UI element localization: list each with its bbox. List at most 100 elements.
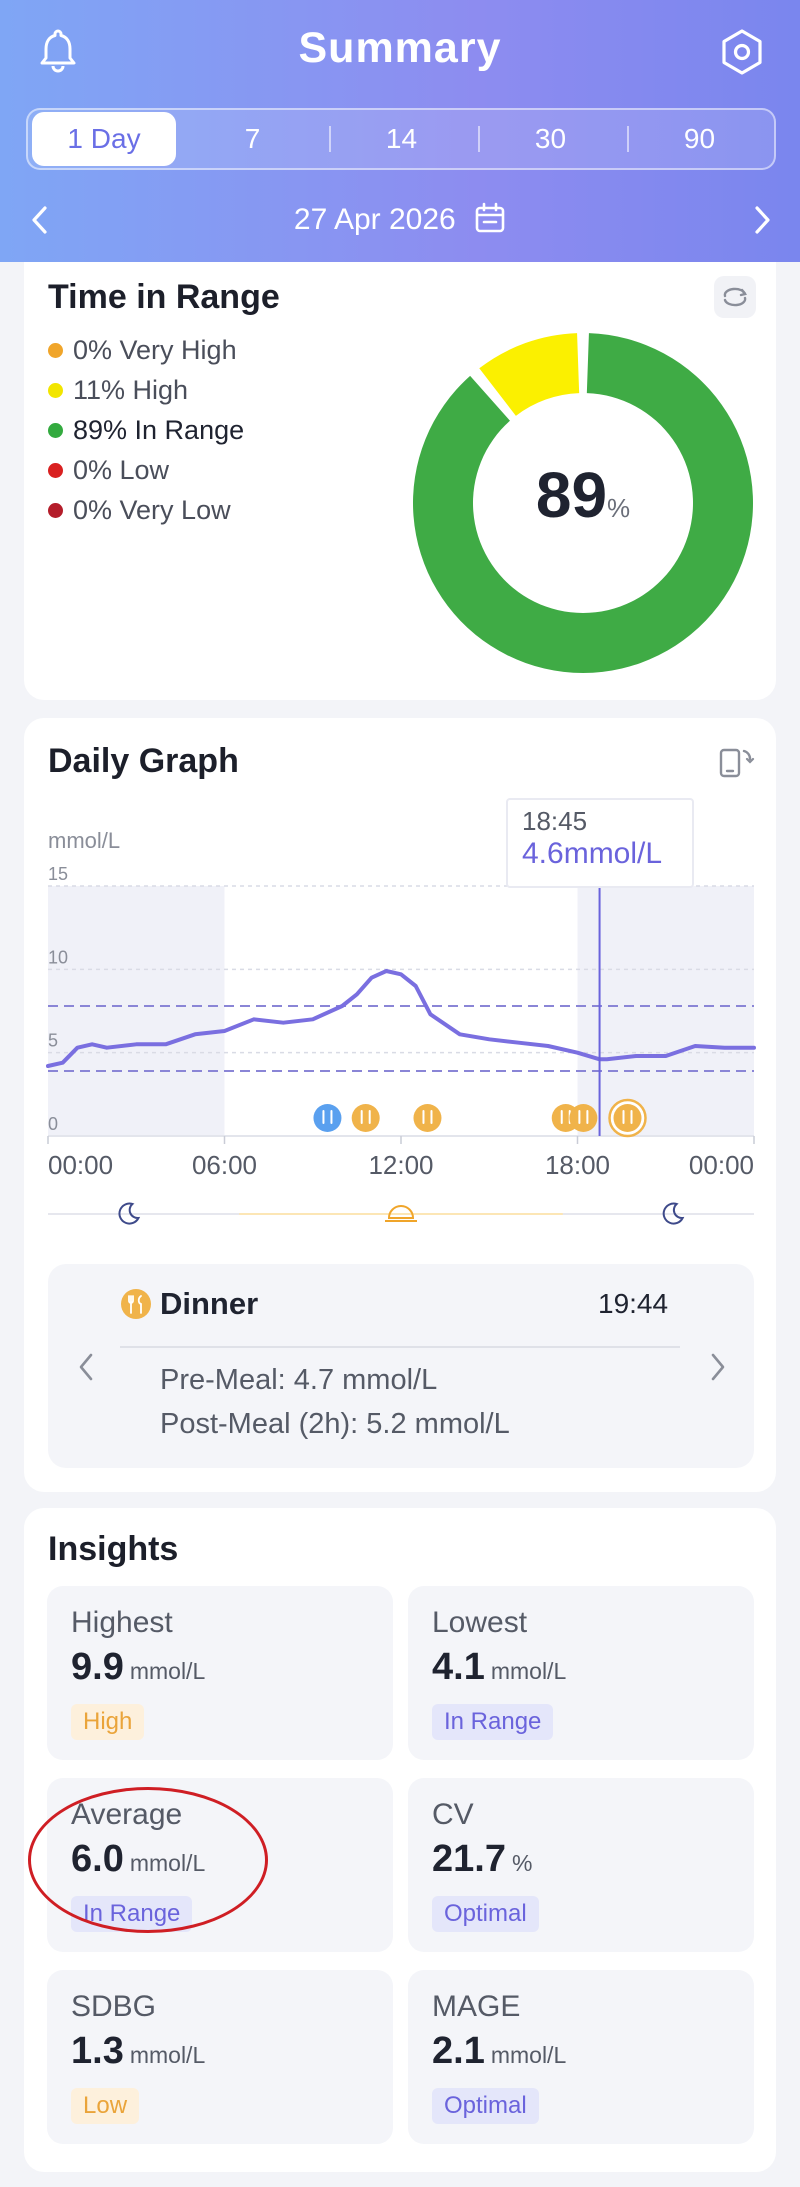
tab-90[interactable]: 90 [627,112,772,166]
tile-unit: mmol/L [490,1658,567,1684]
page-title: Summary [298,24,502,72]
tile-mage[interactable]: MAGE 2.1 mmol/L Optimal [408,1970,754,2144]
tile-label: SDBG [71,1990,157,2023]
tab-7[interactable]: 7 [244,123,261,154]
chart-tooltip: 18:45 4.6mmol/L [506,798,694,888]
settings-icon[interactable] [716,26,768,78]
meal-event-icon [613,1104,642,1132]
status-badge: In Range [71,1896,193,1932]
meal-event-icon [569,1104,598,1132]
y-axis-unit: mmol/L [48,828,120,853]
tile-value: 9.9 mmol/L [71,1646,205,1689]
time-in-range-card: Time in Range 0% Very High 11% High 89% … [24,262,776,700]
tile-label: Lowest [432,1606,528,1639]
calendar-icon [475,202,505,233]
status-badge: Optimal [432,1896,539,1932]
tile-value: 21.7% [432,1838,532,1881]
tile-unit: mmol/L [129,2042,206,2068]
tile-value: 6.0 mmol/L [71,1838,205,1881]
legend-label: 0% Very High [73,334,237,365]
range-donut-chart [413,333,753,673]
pre-meal-value: Pre-Meal: 4.7 mmol/L [160,1364,438,1396]
daily-graph-title: Daily Graph [48,742,239,780]
donut-center: 89% [410,458,756,532]
status-badge: Low [71,2088,140,2124]
meal-time: 19:44 [598,1288,669,1319]
glucose-line-chart[interactable]: 0 5 10 15 mmol/L 00:00 06:00 12:00 18:00 00:00 [24,718,776,1238]
legend-very-low: 0% Very Low [48,490,244,530]
legend-label: 0% Very Low [73,494,231,525]
post-meal-value: Post-Meal (2h): 5.2 mmol/L [160,1408,510,1440]
status-badge: In Range [432,1704,554,1740]
tile-average[interactable]: Average 6.0 mmol/L In Range [47,1778,393,1952]
tile-unit: mmol/L [490,2042,567,2068]
daily-graph-card: Daily Graph 0 5 10 15 mmol/L 00:00 06:00 12:00 1… [24,718,776,1492]
donut-segment-high [479,333,580,416]
tile-lowest[interactable]: Lowest 4.1 mmol/L In Range [408,1586,754,1760]
legend-label: 0% Low [73,454,170,485]
header: Summary 1 Day 7 14 30 90 27 Apr 2026 [0,0,800,262]
chevron-left-icon[interactable] [28,204,52,236]
time-in-range-title: Time in Range [48,278,280,316]
tile-number: 2.1 [432,2030,485,2072]
sync-icon[interactable] [714,276,756,318]
tile-value: 1.3 mmol/L [71,2030,205,2073]
legend-dot [48,502,63,518]
legend-dot [48,462,63,478]
meal-icon [121,1289,151,1319]
moon-icon [662,1202,685,1225]
x-tick-label: 06:00 [192,1150,257,1180]
legend-label: 11% High [73,374,189,405]
tooltip-time: 18:45 [522,806,588,836]
tile-label: Average [71,1798,183,1831]
tile-highest[interactable]: Highest 9.9 mmol/L High [47,1586,393,1760]
tile-value: 4.1 mmol/L [432,1646,566,1689]
legend-low: 0% Low [48,450,244,490]
y-tick-label: 10 [48,947,68,967]
tab-1-day[interactable]: 1 Day [32,112,176,166]
donut-segment-in-range [413,333,753,673]
meal-event-icon [413,1104,442,1132]
range-legend: 0% Very High 11% High 89% In Range 0% Lo… [48,330,244,530]
y-tick-label: 15 [48,864,68,884]
legend-label: 89% In Range [73,414,245,445]
legend-dot [48,342,63,358]
y-tick-label: 5 [48,1031,58,1051]
x-tick-label: 18:00 [545,1150,610,1180]
moon-icon [118,1202,141,1225]
tile-unit: mmol/L [129,1658,206,1684]
chevron-right-icon[interactable] [708,1352,728,1382]
event-glyph [360,1110,371,1124]
tile-label: MAGE [432,1990,521,2023]
exercise-event-icon [313,1104,342,1132]
tile-unit: mmol/L [129,1850,206,1876]
tile-cv[interactable]: CV 21.7% Optimal [408,1778,754,1952]
glucose-series-line [46,969,756,1068]
meal-name: Dinner [160,1286,259,1321]
insights-title: Insights [48,1530,179,1568]
date-picker[interactable]: 27 Apr 2026 [0,202,800,237]
rotate-screen-icon[interactable] [716,742,756,782]
meal-detail-card: Dinner 19:44 Pre-Meal: 4.7 mmol/L Post-M… [48,1264,754,1468]
legend-in-range: 89% In Range [48,410,244,450]
tile-number: 21.7 [432,1838,506,1880]
insights-card: Insights Highest 9.9 mmol/L High Lowest 4… [24,1508,776,2172]
tile-label: CV [432,1798,474,1831]
chevron-left-icon[interactable] [76,1352,96,1382]
event-glyph [578,1110,589,1124]
date-label: 27 Apr 2026 [293,203,456,236]
legend-dot [48,422,63,438]
chevron-right-icon[interactable] [750,204,774,236]
date-bar: 27 Apr 2026 [0,196,800,246]
tab-14[interactable]: 14 [329,112,474,166]
tile-sdbg[interactable]: SDBG 1.3 mmol/L Low [47,1970,393,2144]
period-selector: 1 Day 7 14 30 90 [26,108,776,170]
x-tick-label: 12:00 [368,1150,433,1180]
legend-high: 11% High [48,370,244,410]
event-glyph [322,1110,333,1124]
tab-30[interactable]: 30 [478,112,623,166]
sun-icon [387,1205,415,1219]
night-shading [577,886,754,1136]
bell-icon[interactable] [34,26,82,74]
status-badge: High [71,1704,145,1740]
